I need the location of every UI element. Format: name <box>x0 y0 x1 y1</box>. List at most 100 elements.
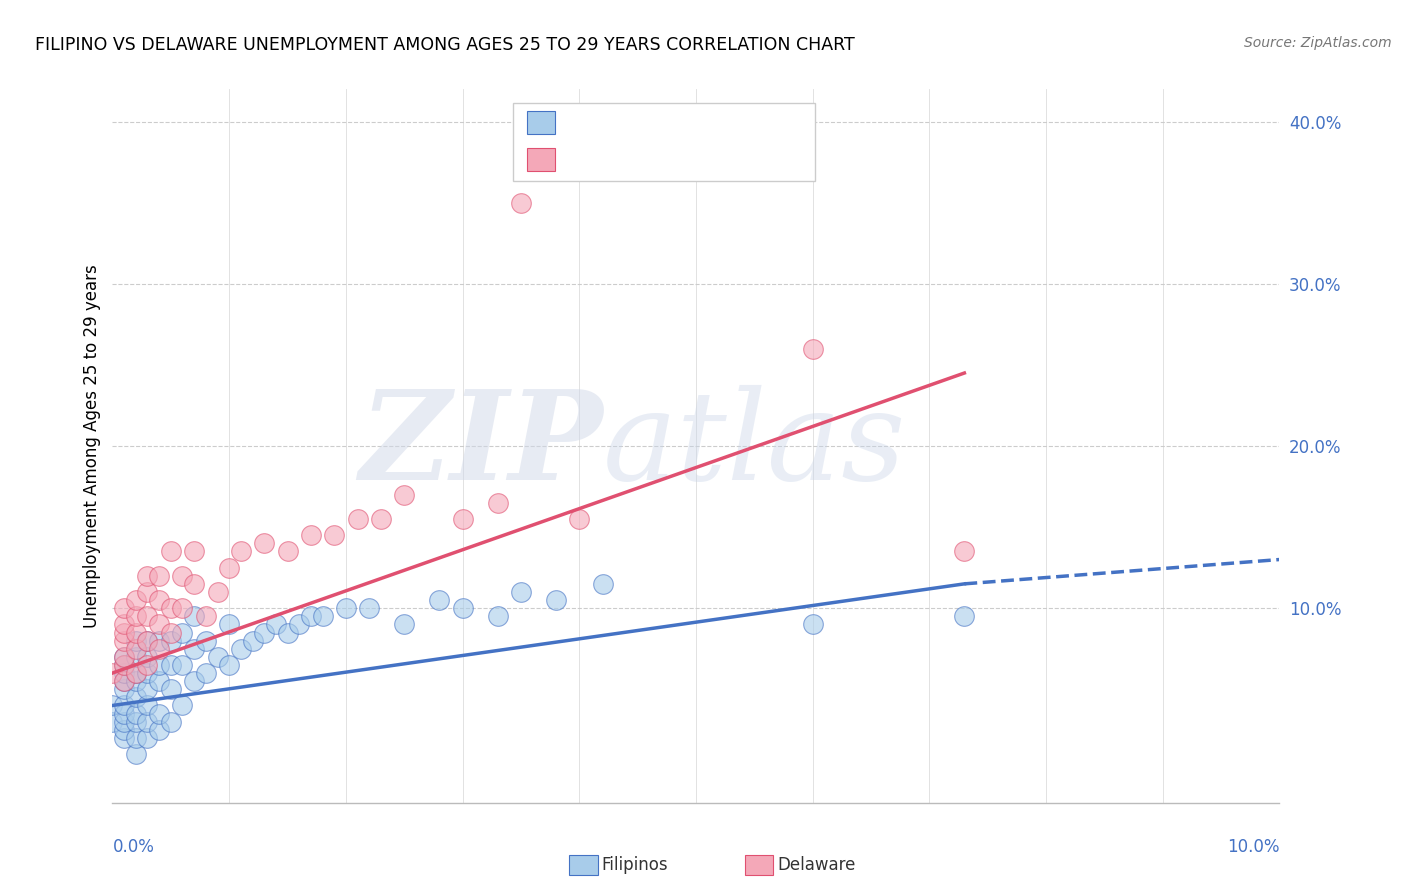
Point <box>394 617 416 632</box>
Point <box>125 706 148 721</box>
Point <box>299 528 322 542</box>
Point <box>148 593 170 607</box>
Text: R =: R = <box>564 151 600 169</box>
Point <box>148 633 170 648</box>
Text: 0.388: 0.388 <box>599 151 651 169</box>
Point <box>801 342 824 356</box>
Point <box>172 657 194 672</box>
Point <box>112 617 135 632</box>
Point <box>101 714 124 729</box>
Point <box>112 731 135 745</box>
Point <box>125 714 148 729</box>
Point <box>183 641 205 656</box>
Point <box>801 617 824 632</box>
Point <box>346 512 368 526</box>
Point <box>112 657 135 672</box>
Point <box>172 601 194 615</box>
Point <box>125 666 148 681</box>
Point <box>486 496 509 510</box>
Point <box>112 601 135 615</box>
Point <box>509 195 531 210</box>
Point <box>125 641 148 656</box>
Text: 67: 67 <box>695 113 717 131</box>
Point <box>148 657 170 672</box>
Point <box>125 609 148 624</box>
Point <box>125 593 148 607</box>
Point <box>592 577 614 591</box>
Text: N =: N = <box>659 113 696 131</box>
Point <box>311 609 333 624</box>
Point <box>218 560 240 574</box>
Point <box>183 577 205 591</box>
Point <box>953 544 976 558</box>
Point <box>148 641 170 656</box>
Point <box>112 649 135 664</box>
Point <box>253 536 276 550</box>
Text: 10.0%: 10.0% <box>1227 838 1279 856</box>
Point <box>136 657 159 672</box>
Point <box>125 625 148 640</box>
Point <box>276 544 298 558</box>
Point <box>207 649 229 664</box>
Point <box>451 512 474 526</box>
Text: ZIP: ZIP <box>359 385 603 507</box>
Point <box>194 666 217 681</box>
Point <box>242 633 264 648</box>
Text: 46: 46 <box>695 151 717 169</box>
Text: 0.0%: 0.0% <box>112 838 155 856</box>
Point <box>112 723 135 737</box>
Point <box>125 690 148 705</box>
Point <box>218 657 240 672</box>
Point <box>427 593 450 607</box>
Point <box>125 649 148 664</box>
Point <box>136 633 159 648</box>
Text: R =: R = <box>564 113 600 131</box>
Point <box>112 698 135 713</box>
Point <box>568 512 591 526</box>
Point <box>288 617 311 632</box>
Point <box>136 731 159 745</box>
Text: 0.294: 0.294 <box>599 113 652 131</box>
Text: Filipinos: Filipinos <box>602 856 668 874</box>
Point <box>112 674 135 689</box>
Point <box>207 585 229 599</box>
Point <box>299 609 322 624</box>
Point <box>160 544 183 558</box>
Point <box>136 585 159 599</box>
Point <box>112 682 135 697</box>
Point <box>125 731 148 745</box>
Text: FILIPINO VS DELAWARE UNEMPLOYMENT AMONG AGES 25 TO 29 YEARS CORRELATION CHART: FILIPINO VS DELAWARE UNEMPLOYMENT AMONG … <box>35 36 855 54</box>
Point <box>160 601 183 615</box>
Point <box>183 674 205 689</box>
Point <box>544 593 567 607</box>
Text: Source: ZipAtlas.com: Source: ZipAtlas.com <box>1244 36 1392 50</box>
Point <box>148 568 170 582</box>
Point <box>125 633 148 648</box>
Point <box>486 609 509 624</box>
Point <box>136 682 159 697</box>
Point <box>394 488 416 502</box>
Point <box>160 714 183 729</box>
Point <box>359 601 381 615</box>
Point <box>112 649 135 664</box>
Point <box>229 544 252 558</box>
Point <box>136 698 159 713</box>
Point <box>125 747 148 761</box>
Point <box>229 641 252 656</box>
Point <box>112 706 135 721</box>
Text: atlas: atlas <box>603 385 905 507</box>
Point <box>183 609 205 624</box>
Text: N =: N = <box>659 151 696 169</box>
Point <box>148 723 170 737</box>
Point <box>136 666 159 681</box>
Point <box>148 674 170 689</box>
Point <box>148 706 170 721</box>
Point <box>112 666 135 681</box>
Point <box>253 625 276 640</box>
Y-axis label: Unemployment Among Ages 25 to 29 years: Unemployment Among Ages 25 to 29 years <box>83 264 101 628</box>
Point <box>160 625 183 640</box>
Point <box>112 714 135 729</box>
Point <box>194 633 217 648</box>
Point <box>172 568 194 582</box>
Point <box>112 674 135 689</box>
